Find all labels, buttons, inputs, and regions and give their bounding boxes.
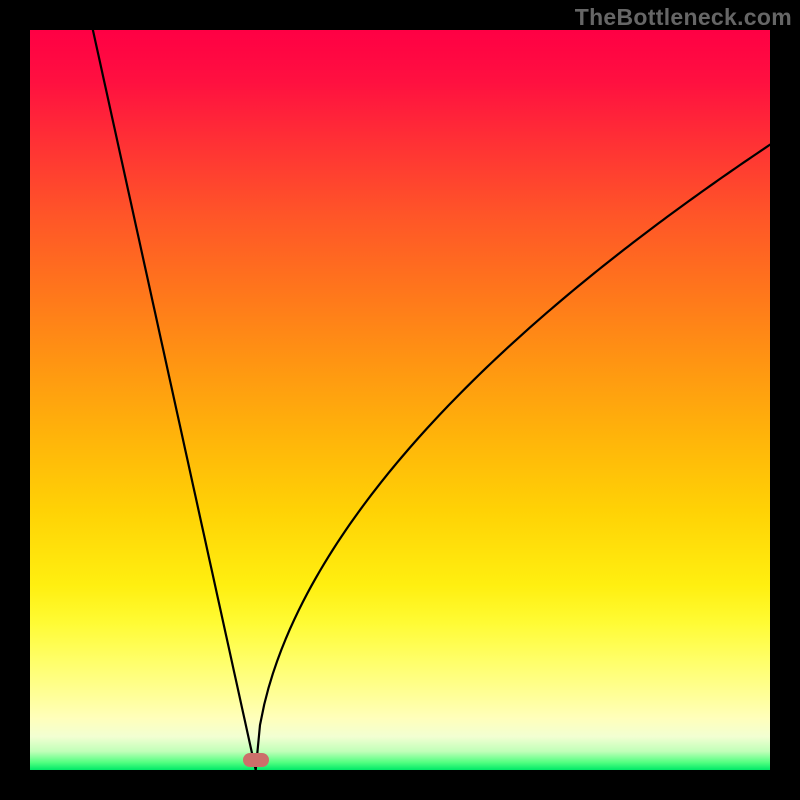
chart-root: TheBottleneck.com bbox=[0, 0, 800, 800]
watermark-label: TheBottleneck.com bbox=[575, 4, 792, 31]
gradient-background bbox=[30, 30, 770, 770]
plot-area bbox=[30, 30, 770, 770]
curve-overlay bbox=[30, 30, 770, 770]
optimum-marker bbox=[243, 753, 269, 767]
